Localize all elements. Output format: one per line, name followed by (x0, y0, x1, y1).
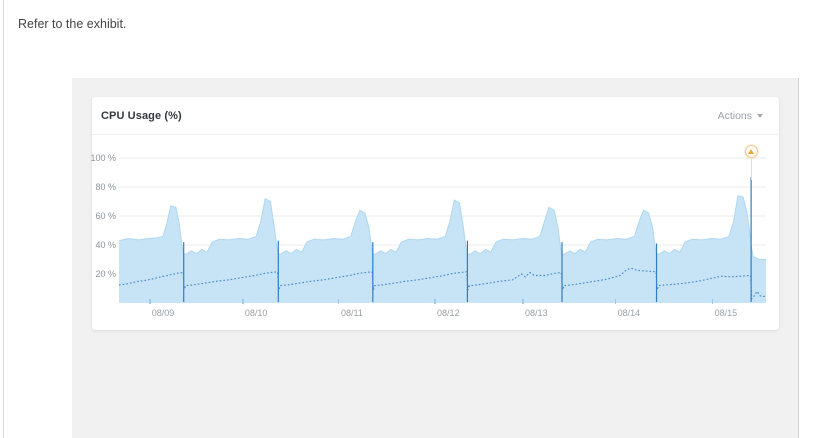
actions-label: Actions (717, 109, 752, 122)
y-tick-label-100: 100 % (90, 152, 116, 163)
chevron-down-icon (757, 114, 763, 118)
avg-usage-line (118, 267, 767, 301)
actions-button[interactable]: Actions (716, 108, 765, 124)
x-tick-mark-08-11 (337, 299, 340, 304)
x-axis-labels: 08/09 08/10 08/11 08/12 08/13 08/14 08/15 (119, 308, 766, 322)
y-tick-label-60: 60 % (95, 210, 116, 221)
cpu-usage-chart (118, 157, 767, 303)
cpu-usage-card: CPU Usage (%) Actions 100 % 80 % 60 % 40 % 2… (90, 97, 779, 330)
card-title: CPU Usage (%) (101, 109, 182, 122)
x-tick-label-08-14: 08/14 (617, 308, 641, 318)
alert-badge[interactable] (744, 145, 758, 158)
x-tick-label-08-15: 08/15 (714, 308, 738, 318)
panel-right-divider (798, 78, 799, 438)
x-tick-label-08-11: 08/11 (340, 308, 363, 318)
alert-marker-stem (750, 159, 752, 180)
x-tick-mark-08-12 (434, 299, 436, 304)
x-tick-mark-08-10 (242, 299, 244, 304)
x-tick-label-08-09: 08/09 (151, 308, 175, 318)
y-tick-label-20: 20 % (95, 268, 116, 279)
exhibit-instruction: Refer to the exhibit. (18, 17, 127, 31)
chart-plot-area (118, 150, 767, 304)
x-tick-mark-08-15 (711, 299, 714, 304)
x-tick-mark-08-14 (614, 299, 617, 304)
x-tick-label-08-12: 08/12 (437, 308, 460, 318)
max-usage-edge (118, 195, 766, 260)
y-tick-label-80: 80 % (95, 181, 116, 192)
y-axis-labels: 100 % 80 % 60 % 40 % 20 % (90, 150, 116, 303)
x-tick-label-08-10: 08/10 (244, 308, 268, 318)
warning-triangle-icon (748, 148, 755, 154)
card-header: CPU Usage (%) Actions (92, 97, 779, 135)
max-usage-area (119, 195, 766, 303)
x-tick-mark-08-13 (522, 299, 524, 304)
x-tick-label-08-13: 08/13 (525, 308, 548, 318)
x-tick-mark-08-09 (149, 299, 151, 304)
y-tick-label-40: 40 % (95, 239, 116, 250)
page-left-divider (3, 0, 4, 438)
